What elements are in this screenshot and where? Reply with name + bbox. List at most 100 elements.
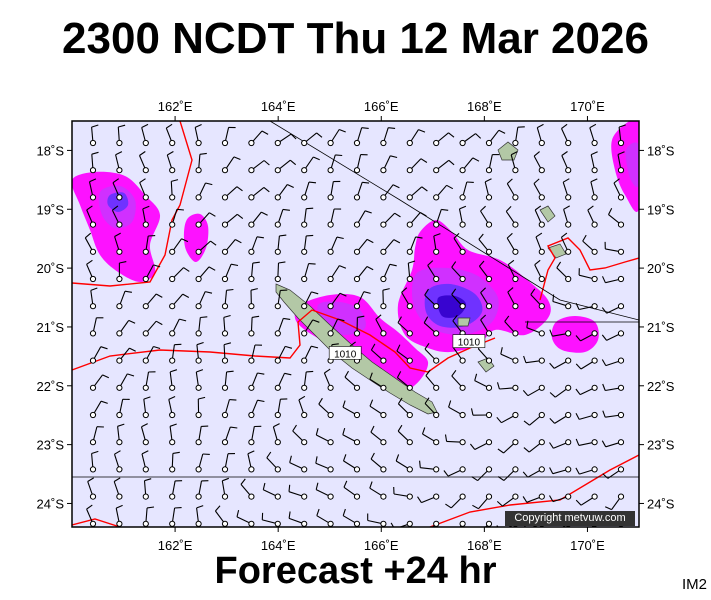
wind-barb-feather xyxy=(119,261,127,264)
wind-barb-station xyxy=(195,411,202,419)
wind-barb-feather xyxy=(86,205,93,211)
wind-barb-feather xyxy=(289,455,292,463)
wind-barb-station xyxy=(274,330,281,337)
wind-barb-feather xyxy=(196,341,204,346)
wind-barb-station xyxy=(248,493,255,500)
wind-barb-station xyxy=(512,439,519,446)
island-land xyxy=(497,141,519,161)
copyright-notice[interactable]: Copyright metvuw.com xyxy=(514,512,626,524)
wind-barb-station xyxy=(591,439,598,446)
wind-barb-feather xyxy=(285,345,293,349)
wind-barb-feather xyxy=(424,288,429,296)
wind-barb-station xyxy=(301,248,308,255)
wind-barb-station xyxy=(591,221,598,228)
wind-barb-feather xyxy=(390,155,398,159)
wind-barb-station xyxy=(380,439,387,446)
wind-barb-station xyxy=(89,167,97,174)
wind-barb-feather xyxy=(443,470,449,477)
wind-barb-station xyxy=(512,275,519,283)
wind-barb-feather xyxy=(397,424,403,432)
wind-barb-station xyxy=(116,520,123,527)
lat-label-left: 23˚S xyxy=(37,438,65,453)
wind-barb-station xyxy=(248,466,255,473)
wind-barb-feather xyxy=(533,151,540,157)
wind-barb-feather xyxy=(601,334,608,341)
wind-barb-feather xyxy=(240,478,246,485)
wind-barb-station xyxy=(538,493,545,500)
wind-barb-station xyxy=(617,439,625,446)
wind-barb-station xyxy=(406,221,413,228)
wind-barb-station xyxy=(353,275,361,283)
wind-barb-station xyxy=(169,330,176,337)
wind-barb-feather xyxy=(469,443,476,450)
wind-barb-station xyxy=(353,248,361,255)
wind-barb-feather xyxy=(167,151,174,156)
wind-barb-station xyxy=(565,439,572,446)
wind-barb-station xyxy=(89,384,97,391)
wind-barb-feather xyxy=(257,372,265,375)
wind-barb-feather xyxy=(344,370,349,378)
lat-label-right: 19˚S xyxy=(647,202,675,217)
wind-barb-feather xyxy=(311,291,319,295)
wind-barb-station xyxy=(221,139,229,147)
wind-barb-station xyxy=(406,357,413,364)
wind-barb-station xyxy=(565,221,572,228)
wind-barb-station xyxy=(353,520,361,527)
wind-barb-station xyxy=(380,275,387,283)
wind-barb-station xyxy=(116,493,123,500)
wind-barb-station xyxy=(433,221,440,228)
wind-barb-feather xyxy=(579,533,585,536)
wind-barb-station xyxy=(591,493,598,500)
wind-barb-feather xyxy=(395,454,400,462)
wind-barb-feather xyxy=(608,208,613,215)
wind-barb-station xyxy=(591,466,598,473)
wind-barb-feather xyxy=(471,476,478,482)
wind-barb-feather xyxy=(209,212,216,217)
wind-barb-feather xyxy=(522,390,529,397)
wind-barb-station xyxy=(116,275,123,283)
wind-barb-feather xyxy=(199,152,207,155)
wind-barb-station xyxy=(433,139,440,147)
map-frame xyxy=(71,120,640,528)
wind-barb-station xyxy=(327,248,334,255)
wind-barb-station xyxy=(591,303,598,310)
wind-barb-feather xyxy=(112,205,119,211)
wind-barb-feather xyxy=(230,263,239,267)
wind-barb-feather xyxy=(315,428,319,436)
lat-label-left: 21˚S xyxy=(37,320,65,335)
wind-barb-station xyxy=(353,303,361,310)
wind-barb-feather xyxy=(170,369,178,373)
wind-barb-station xyxy=(89,411,97,419)
wind-barb-feather xyxy=(417,496,422,503)
wind-barb-feather xyxy=(90,287,98,291)
wind-barb-station xyxy=(380,466,387,473)
wind-barb-feather xyxy=(523,355,527,363)
wind-barb-feather xyxy=(389,263,397,267)
wind-barb-feather xyxy=(505,206,512,212)
wind-barb-station xyxy=(617,194,625,201)
wind-barb-feather xyxy=(289,159,297,166)
wind-barb-feather xyxy=(147,506,155,509)
wind-barb-feather xyxy=(200,316,208,319)
wind-barb-feather xyxy=(196,369,204,373)
wind-barb-feather xyxy=(444,434,448,442)
wind-barb-feather xyxy=(339,265,347,269)
wind-barb-station xyxy=(591,384,598,391)
wind-barb-station xyxy=(221,384,229,391)
wind-barb-feather xyxy=(370,452,375,460)
wind-barb-station xyxy=(406,275,413,283)
wind-barb-station xyxy=(459,411,466,419)
wind-barb-feather xyxy=(537,123,544,129)
wind-barb-feather xyxy=(86,259,93,265)
wind-barb-feather xyxy=(266,451,272,459)
wind-barb-station xyxy=(89,439,97,446)
wind-barb-feather xyxy=(144,478,152,482)
wind-barb-station xyxy=(169,466,176,473)
wind-barb-feather xyxy=(172,451,180,454)
rain-area xyxy=(107,192,129,212)
wind-barb-station xyxy=(221,194,229,201)
wind-barb-feather xyxy=(118,124,126,128)
wind-barb-feather xyxy=(252,315,260,318)
wind-barb-station xyxy=(274,520,281,527)
wind-barb-feather xyxy=(396,371,402,378)
